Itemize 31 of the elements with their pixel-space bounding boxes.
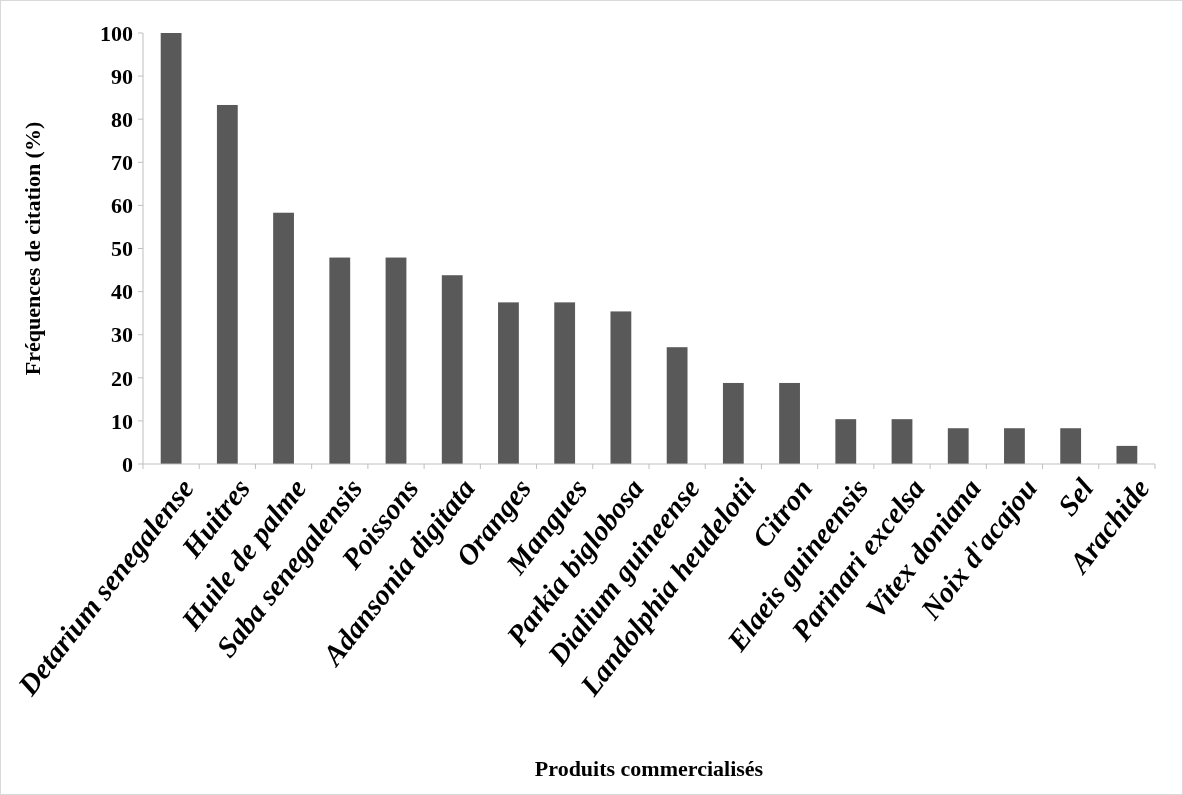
bar (273, 212, 294, 464)
y-tick-label: 100 (100, 20, 133, 46)
y-tick-label: 20 (111, 365, 133, 391)
bar (498, 302, 519, 464)
y-tick-label: 30 (111, 322, 133, 348)
y-tick-label: 10 (111, 408, 133, 434)
bar (891, 419, 913, 464)
bar (1060, 428, 1082, 464)
y-tick-label: 60 (111, 193, 133, 219)
bar (779, 382, 800, 464)
y-tick-label: 70 (111, 150, 133, 175)
bar (441, 275, 463, 464)
bar (947, 428, 969, 464)
bar (722, 382, 744, 464)
y-axis-title: Fréquences de citation (%) (20, 121, 45, 376)
bar (385, 257, 407, 464)
x-axis-title: Produits commercialisés (534, 756, 764, 781)
bar (1116, 445, 1138, 464)
bar (835, 419, 857, 464)
y-tick-label: 0 (122, 451, 133, 477)
y-tick-label: 80 (111, 106, 133, 132)
y-tick-label: 90 (111, 63, 133, 89)
bar (554, 302, 576, 464)
bar (329, 257, 351, 464)
bar (666, 347, 688, 464)
bar (1004, 428, 1025, 464)
y-tick-label: 40 (111, 279, 133, 305)
bar (160, 33, 182, 464)
bar (610, 311, 632, 464)
bar (216, 104, 238, 464)
y-tick-label: 50 (111, 236, 133, 262)
